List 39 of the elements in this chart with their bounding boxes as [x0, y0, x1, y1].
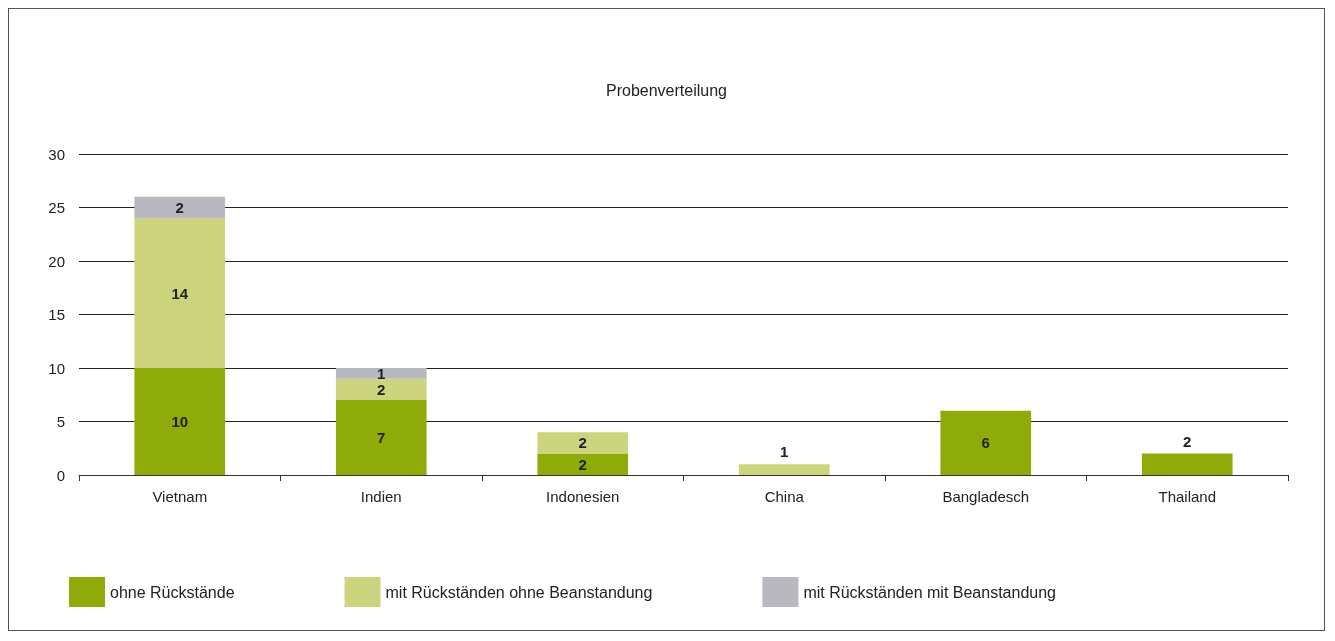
x-tick-label: Indonesien	[546, 488, 620, 505]
y-tick-label: 5	[56, 413, 65, 430]
bar	[1141, 453, 1233, 475]
data-label: 14	[171, 284, 189, 302]
bar	[335, 368, 427, 379]
data-label: 10	[171, 413, 189, 430]
bar	[335, 378, 427, 401]
data-label: 6	[981, 434, 990, 452]
y-tick-label: 10	[48, 359, 65, 377]
data-label: 2	[578, 434, 587, 452]
data-label: 2	[175, 199, 184, 216]
data-label: 2	[578, 455, 587, 473]
y-tick-label: 0	[56, 466, 65, 484]
x-tick-label: Vietnam	[152, 488, 208, 505]
bar	[134, 196, 226, 219]
data-label: 7	[377, 429, 386, 447]
y-tick-label: 30	[48, 145, 65, 163]
bar	[335, 400, 427, 475]
legend-label: mit Rückständen ohne Beanstandung	[385, 583, 653, 601]
y-tick-label: 20	[48, 252, 65, 270]
bar	[134, 368, 226, 475]
chart-title: Probenverteilung	[606, 81, 727, 99]
x-tick-label: Thailand	[1158, 488, 1217, 505]
data-label: 2	[377, 380, 386, 398]
x-tick-label: Indien	[360, 488, 402, 505]
x-tick-label: Bangladesch	[942, 488, 1030, 505]
x-tick-label: China	[764, 488, 805, 505]
legend-label: ohne Rückstände	[110, 583, 235, 601]
bar	[940, 410, 1032, 475]
bar	[537, 453, 629, 475]
bar	[134, 218, 226, 368]
legend-label: mit Rückständen mit Beanstandung	[803, 583, 1056, 601]
bar	[537, 432, 629, 454]
bar	[738, 464, 830, 475]
data-label: 1	[780, 443, 789, 461]
data-label: 2	[1183, 432, 1192, 450]
y-tick-label: 15	[48, 306, 65, 323]
y-tick-label: 25	[48, 199, 65, 216]
data-label: 1	[377, 364, 386, 382]
